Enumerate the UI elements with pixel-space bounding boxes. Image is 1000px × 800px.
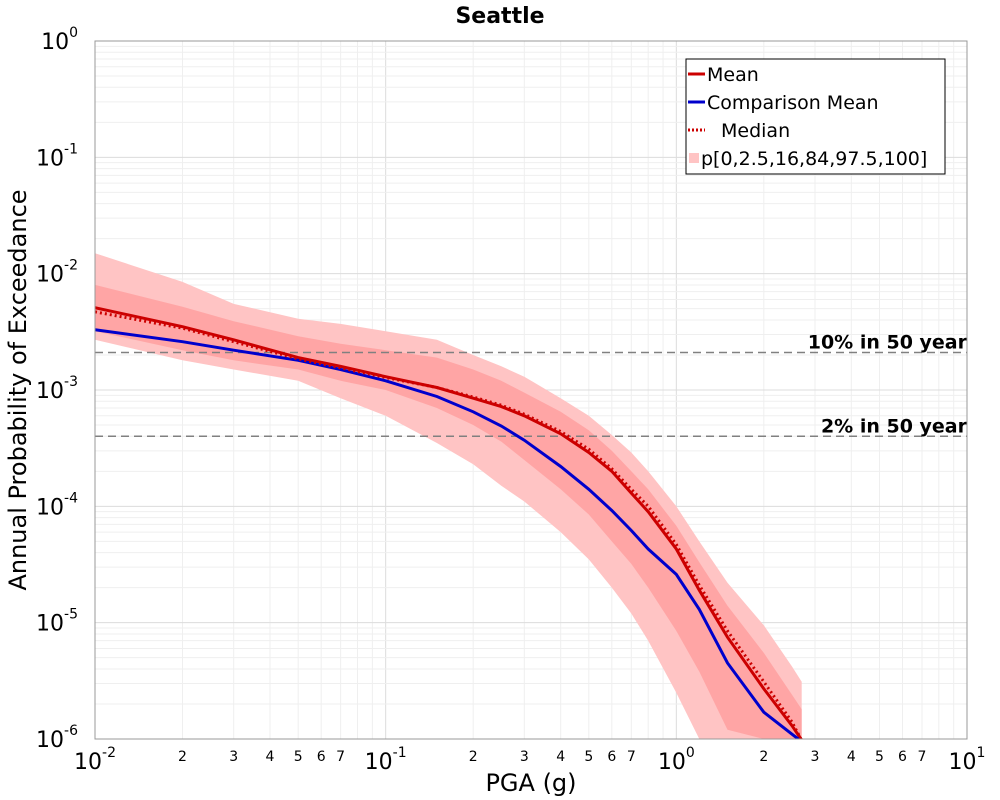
x-minor-tick-label: 5: [294, 749, 303, 765]
x-minor-tick-label: 5: [584, 749, 593, 765]
x-minor-tick-label: 5: [875, 749, 884, 765]
x-minor-tick-label: 6: [607, 749, 616, 765]
legend: Mean Comparison Mean Median p[0,2.5,16,84,9…: [685, 58, 946, 175]
data-series: [95, 306, 803, 739]
y-tick-label: 100: [41, 25, 78, 55]
y-tick-label: 10-6: [36, 723, 78, 753]
x-tick-label: 10-2: [74, 745, 116, 775]
y-axis-ticks: 100 10-1 10-2 10-3 10-4 10-5 10-6: [36, 25, 78, 753]
x-minor-tick-label: 4: [556, 749, 565, 765]
x-minor-tick-label: 2: [178, 749, 187, 765]
x-minor-tick-label: 4: [847, 749, 856, 765]
y-tick-label: 10-2: [36, 258, 78, 288]
y-tick-label: 10-4: [36, 490, 78, 520]
y-tick-label: 10-1: [36, 141, 78, 171]
x-minor-tick-label: 2: [759, 749, 768, 765]
series-comparison-mean: [95, 328, 801, 739]
legend-label: p[0,2.5,16,84,97.5,100]: [701, 148, 927, 170]
chart-title: Seattle: [455, 4, 544, 29]
x-minor-tick-label: 7: [627, 749, 636, 765]
x-minor-tick-label: 6: [898, 749, 907, 765]
x-minor-tick-label: 3: [229, 749, 238, 765]
legend-swatch-band: [689, 153, 699, 163]
x-minor-tick-label: 2: [469, 749, 478, 765]
band-outer-p0-p100: [95, 253, 802, 739]
x-tick-label: 10-1: [365, 745, 407, 775]
series-mean: [95, 306, 803, 739]
plot-frame: [94, 40, 968, 740]
x-minor-tick-label: 7: [918, 749, 927, 765]
legend-label: Median: [721, 120, 790, 142]
x-minor-tick-label: 6: [317, 749, 326, 765]
x-minor-tick-label: 3: [811, 749, 820, 765]
reference-line-label-2: 2% in 50 year: [821, 415, 968, 437]
x-minor-tick-label: 3: [520, 749, 529, 765]
x-minor-tick-label: 4: [266, 749, 275, 765]
x-axis-label: PGA (g): [485, 769, 576, 797]
legend-label: Comparison Mean: [707, 92, 879, 114]
legend-box: [685, 58, 946, 175]
x-tick-label: 100: [658, 745, 695, 775]
y-axis-label: Annual Probability of Exceedance: [4, 189, 32, 590]
x-minor-tick-label: 7: [336, 749, 345, 765]
band-inner-p2.5-p97.5: [95, 284, 802, 739]
percentile-bands: [95, 253, 802, 739]
legend-label: Mean: [707, 64, 759, 86]
x-tick-label: 101: [949, 745, 986, 775]
y-tick-label: 10-5: [36, 607, 78, 637]
reference-line-label-1: 10% in 50 year: [808, 332, 968, 354]
y-tick-label: 10-3: [36, 374, 78, 404]
